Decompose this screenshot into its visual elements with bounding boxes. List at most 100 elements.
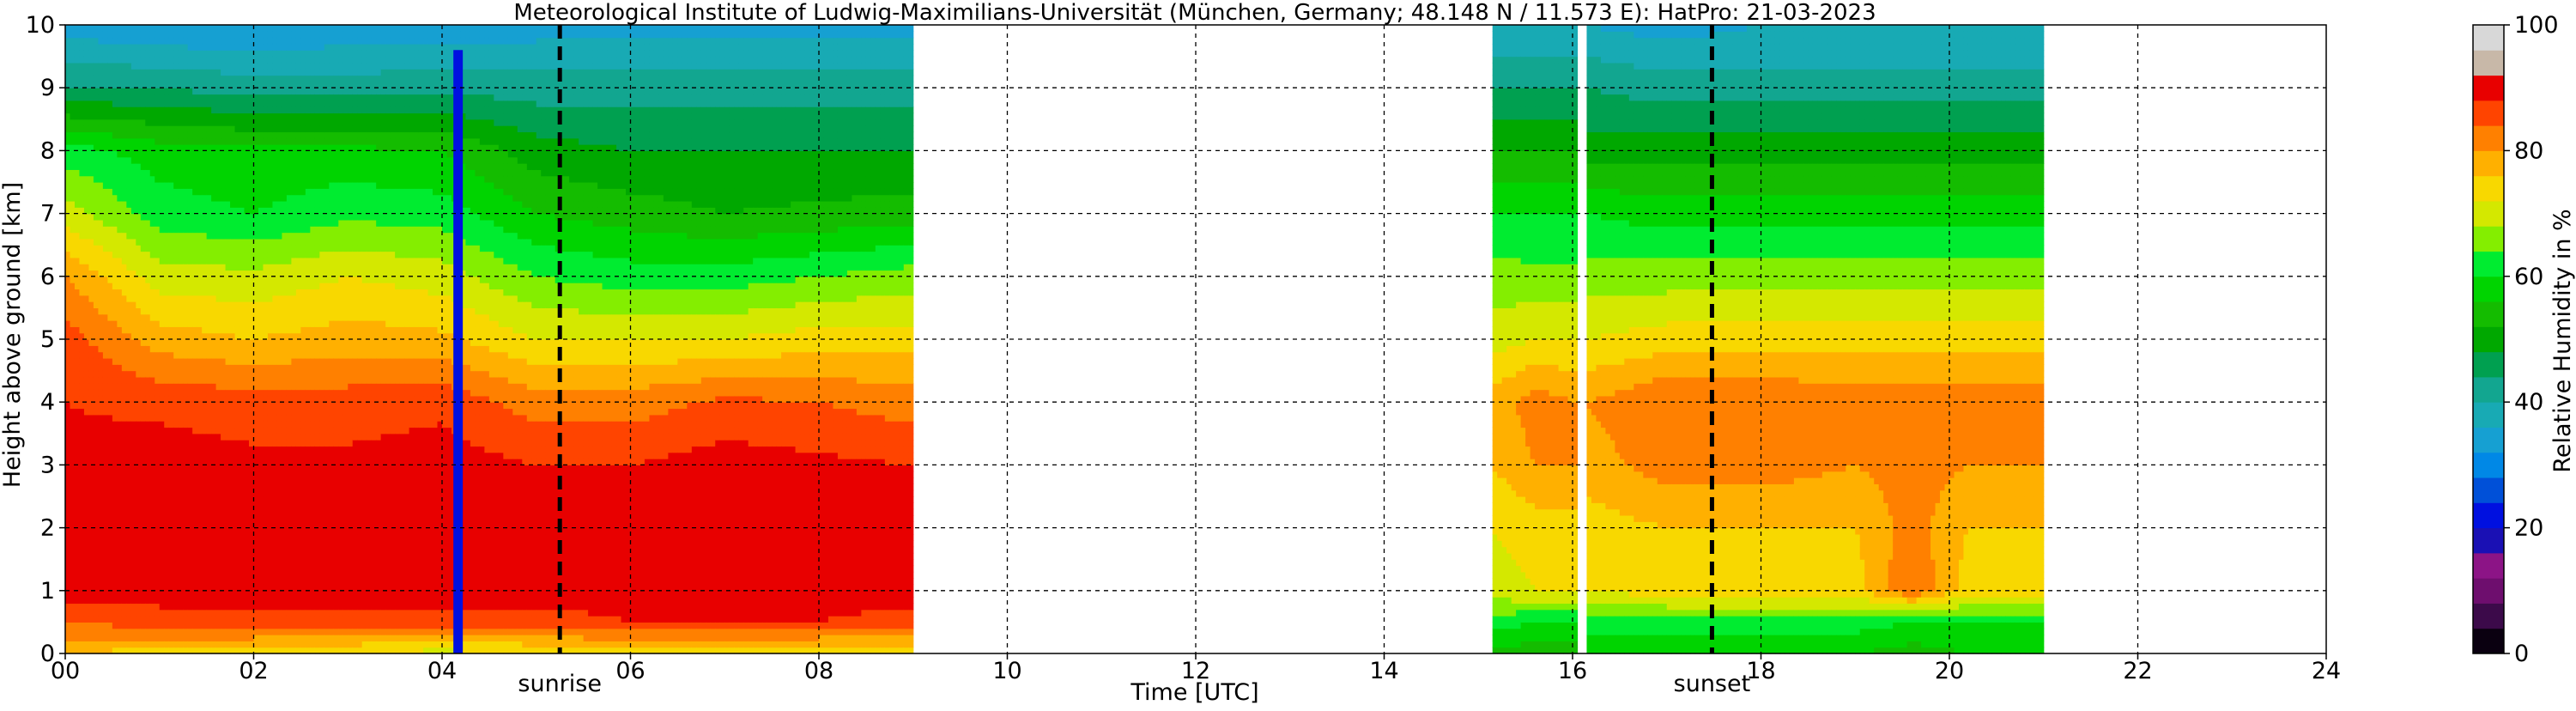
- heat-cell: [286, 245, 292, 252]
- heat-cell: [178, 289, 184, 296]
- heat-cell: [98, 376, 104, 384]
- heat-cell: [126, 622, 132, 629]
- heat-cell: [65, 376, 71, 384]
- heat-cell: [221, 182, 227, 189]
- heat-cell: [164, 182, 170, 189]
- heat-cell: [70, 446, 76, 453]
- heat-cell: [263, 213, 269, 221]
- heat-cell: [121, 376, 127, 384]
- heat-cell: [88, 131, 94, 139]
- heat-cell: [253, 125, 259, 133]
- heat-cell: [149, 219, 155, 227]
- heat-cell: [140, 56, 146, 64]
- heat-cell: [130, 389, 136, 397]
- heat-cell: [234, 597, 240, 605]
- heat-cell: [136, 56, 142, 64]
- heat-cell: [155, 50, 161, 58]
- heat-cell: [173, 459, 179, 465]
- heat-cell: [70, 383, 76, 391]
- heat-cell: [74, 376, 81, 384]
- heat-cell: [178, 100, 184, 107]
- heat-cell: [178, 408, 184, 416]
- heat-cell: [225, 622, 231, 629]
- heat-cell: [291, 483, 297, 491]
- heat-cell: [130, 144, 136, 151]
- heat-cell: [230, 156, 236, 164]
- heat-cell: [178, 257, 184, 264]
- heat-cell: [253, 238, 259, 246]
- heat-cell: [93, 81, 100, 88]
- heat-cell: [74, 169, 81, 177]
- heat-cell: [145, 301, 151, 308]
- heat-cell: [117, 641, 123, 648]
- heat-cell: [267, 628, 274, 635]
- heat-cell: [126, 351, 132, 359]
- heat-cell: [83, 527, 90, 535]
- heat-cell: [244, 307, 250, 315]
- heat-cell: [230, 307, 236, 315]
- heat-cell: [244, 446, 250, 453]
- heat-cell: [276, 465, 283, 472]
- heat-cell: [221, 50, 227, 58]
- heat-cell: [295, 414, 301, 422]
- heat-cell: [263, 144, 269, 151]
- heat-cell: [286, 357, 292, 365]
- heat-cell: [126, 590, 132, 598]
- heat-cell: [258, 118, 264, 126]
- heat-cell: [286, 112, 292, 120]
- heat-cell: [215, 559, 221, 567]
- heat-cell: [79, 489, 85, 497]
- heat-cell: [239, 647, 245, 654]
- heat-cell: [253, 270, 259, 277]
- heat-cell: [291, 307, 297, 315]
- heat-cell: [244, 289, 250, 296]
- heat-cell: [159, 578, 165, 586]
- heat-cell: [286, 389, 292, 397]
- heat-cell: [145, 169, 151, 177]
- heat-cell: [282, 118, 288, 126]
- heat-cell: [197, 427, 203, 434]
- heat-cell: [74, 609, 81, 617]
- heat-cell: [149, 521, 155, 529]
- heat-cell: [140, 546, 146, 554]
- heat-cell: [239, 200, 245, 208]
- heat-cell: [244, 609, 250, 617]
- heat-cell: [155, 88, 161, 95]
- heat-cell: [295, 100, 301, 107]
- heat-cell: [258, 313, 264, 321]
- heat-cell: [121, 389, 127, 397]
- heat-cell: [74, 94, 81, 101]
- heat-cell: [112, 590, 118, 598]
- heat-cell: [149, 452, 155, 459]
- heat-cell: [253, 163, 259, 170]
- heat-cell: [112, 219, 118, 227]
- heat-cell: [159, 307, 165, 315]
- heat-cell: [211, 508, 217, 516]
- heat-cell: [282, 477, 288, 484]
- heat-cell: [253, 289, 259, 296]
- heat-cell: [267, 446, 274, 453]
- heat-cell: [197, 590, 203, 598]
- heat-cell: [244, 106, 250, 114]
- heat-cell: [211, 357, 217, 365]
- heat-cell: [221, 213, 227, 221]
- heat-cell: [136, 144, 142, 151]
- heat-cell: [258, 357, 264, 365]
- heat-cell: [173, 408, 179, 416]
- heat-cell: [126, 421, 132, 428]
- heat-cell: [221, 75, 227, 82]
- heat-cell: [263, 521, 269, 529]
- heat-cell: [173, 440, 179, 447]
- heat-cell: [79, 483, 85, 491]
- heat-cell: [70, 150, 76, 158]
- heat-cell: [206, 622, 212, 629]
- heat-cell: [282, 175, 288, 183]
- heat-cell: [159, 169, 165, 177]
- heat-cell: [202, 301, 208, 308]
- heat-cell: [70, 395, 76, 403]
- heat-cell: [286, 471, 292, 478]
- heat-cell: [155, 320, 161, 327]
- heat-cell: [295, 257, 301, 264]
- heat-cell: [206, 477, 212, 484]
- heat-cell: [187, 339, 193, 346]
